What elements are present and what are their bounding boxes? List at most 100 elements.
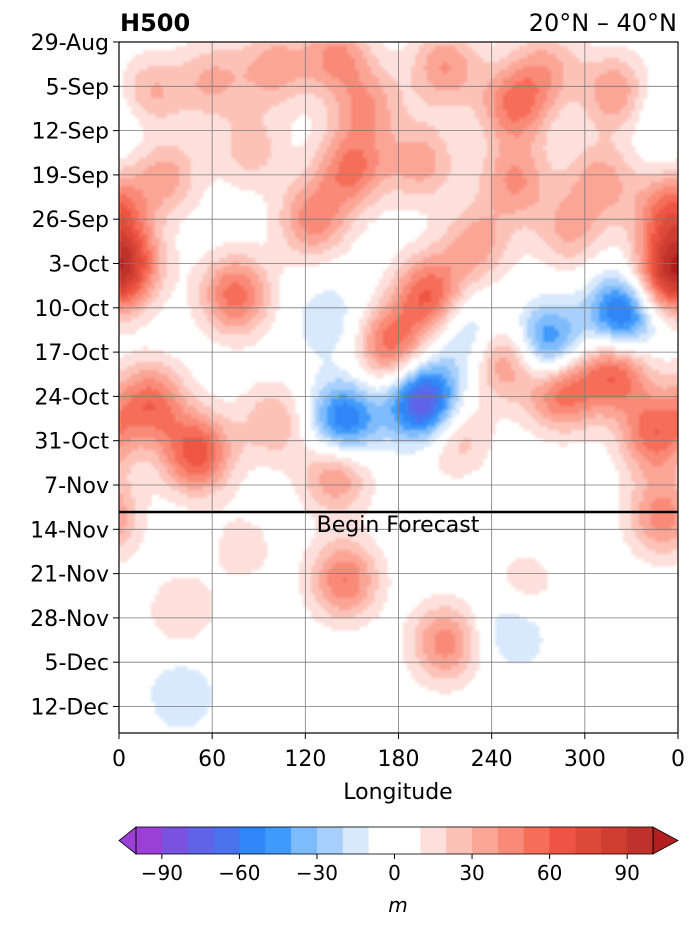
anomaly-cell xyxy=(327,186,332,191)
anomaly-cell xyxy=(571,158,576,163)
anomaly-cell xyxy=(527,114,532,119)
anomaly-cell xyxy=(571,190,576,195)
anomaly-cell xyxy=(187,130,192,135)
anomaly-cell xyxy=(587,106,592,111)
anomaly-cell xyxy=(427,54,432,59)
anomaly-cell xyxy=(451,62,456,67)
anomaly-cell xyxy=(607,106,612,111)
anomaly-cell xyxy=(511,102,516,107)
anomaly-cell xyxy=(219,78,224,83)
anomaly-cell xyxy=(427,78,432,83)
anomaly-cell xyxy=(247,42,252,47)
anomaly-cell xyxy=(343,74,348,79)
anomaly-cell xyxy=(495,162,500,167)
anomaly-cell xyxy=(487,106,492,111)
anomaly-cell xyxy=(319,126,324,131)
anomaly-cell xyxy=(587,110,592,115)
anomaly-cell xyxy=(163,86,168,91)
anomaly-cell xyxy=(287,62,292,67)
anomaly-cell xyxy=(151,94,156,99)
anomaly-cell xyxy=(267,186,272,191)
anomaly-cell xyxy=(503,42,508,47)
anomaly-cell xyxy=(491,98,496,103)
anomaly-cell xyxy=(251,50,256,55)
anomaly-cell xyxy=(183,130,188,135)
anomaly-cell xyxy=(383,70,388,75)
anomaly-cell xyxy=(479,154,484,159)
anomaly-cell xyxy=(315,42,320,47)
anomaly-cell xyxy=(275,102,280,107)
anomaly-cell xyxy=(423,194,428,199)
anomaly-cell xyxy=(395,74,400,79)
anomaly-cell xyxy=(595,66,600,71)
anomaly-cell xyxy=(191,94,196,99)
anomaly-cell xyxy=(587,158,592,163)
anomaly-cell xyxy=(463,126,468,131)
anomaly-cell xyxy=(503,62,508,67)
anomaly-cell xyxy=(151,78,156,83)
anomaly-cell xyxy=(283,154,288,159)
anomaly-cell xyxy=(511,190,516,195)
anomaly-cell xyxy=(379,110,384,115)
anomaly-cell xyxy=(235,174,240,179)
anomaly-cell xyxy=(219,46,224,51)
anomaly-cell xyxy=(583,90,588,95)
anomaly-cell xyxy=(295,106,300,111)
anomaly-cell xyxy=(279,66,284,71)
anomaly-cell xyxy=(135,54,140,59)
anomaly-cell xyxy=(279,170,284,175)
anomaly-cell xyxy=(567,118,572,123)
anomaly-cell xyxy=(283,138,288,143)
anomaly-cell xyxy=(503,170,508,175)
anomaly-cell xyxy=(239,166,244,171)
anomaly-cell xyxy=(327,134,332,139)
anomaly-cell xyxy=(299,90,304,95)
anomaly-cell xyxy=(619,174,624,179)
anomaly-cell xyxy=(283,54,288,59)
anomaly-cell xyxy=(291,118,296,123)
anomaly-cell xyxy=(335,98,340,103)
anomaly-cell xyxy=(439,122,444,127)
anomaly-cell xyxy=(231,138,236,143)
anomaly-cell xyxy=(263,190,268,195)
anomaly-cell xyxy=(147,78,152,83)
anomaly-cell xyxy=(443,70,448,75)
anomaly-cell xyxy=(583,94,588,99)
anomaly-cell xyxy=(499,94,504,99)
anomaly-cell xyxy=(559,190,564,195)
anomaly-cell xyxy=(263,90,268,95)
anomaly-cell xyxy=(415,70,420,75)
anomaly-cell xyxy=(643,186,648,191)
anomaly-cell xyxy=(403,106,408,111)
anomaly-cell xyxy=(235,94,240,99)
anomaly-cell xyxy=(391,70,396,75)
anomaly-cell xyxy=(351,86,356,91)
anomaly-cell xyxy=(671,166,676,171)
anomaly-cell xyxy=(599,66,604,71)
anomaly-cell xyxy=(459,158,464,163)
anomaly-cell xyxy=(531,118,536,123)
anomaly-cell xyxy=(495,114,500,119)
anomaly-cell xyxy=(307,66,312,71)
anomaly-cell xyxy=(283,102,288,107)
anomaly-cell xyxy=(219,114,224,119)
anomaly-cell xyxy=(275,126,280,131)
anomaly-cell xyxy=(543,42,548,47)
anomaly-cell xyxy=(203,150,208,155)
anomaly-cell xyxy=(555,174,560,179)
anomaly-cell xyxy=(515,78,520,83)
anomaly-cell xyxy=(307,110,312,115)
anomaly-cell xyxy=(619,90,624,95)
anomaly-cell xyxy=(507,162,512,167)
anomaly-cell xyxy=(335,66,340,71)
anomaly-cell xyxy=(563,166,568,171)
anomaly-cell xyxy=(299,82,304,87)
anomaly-cell xyxy=(407,62,412,67)
anomaly-cell xyxy=(343,82,348,87)
anomaly-cell xyxy=(435,66,440,71)
anomaly-cell xyxy=(399,50,404,55)
anomaly-cell xyxy=(135,94,140,99)
anomaly-cell xyxy=(271,134,276,139)
anomaly-cell xyxy=(239,130,244,135)
anomaly-cell xyxy=(431,138,436,143)
